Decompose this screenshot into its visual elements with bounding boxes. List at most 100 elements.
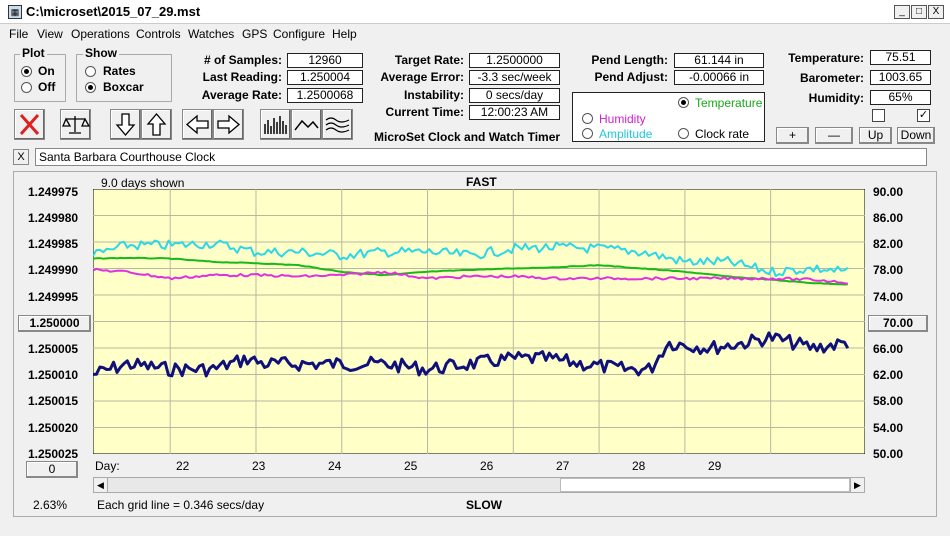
menu-view[interactable]: View [37,27,63,41]
line-view-button[interactable] [291,109,322,140]
amplitude-radio[interactable] [582,128,593,139]
scrollbar-thumb[interactable] [560,478,850,492]
plot-on-radio[interactable] [21,66,32,77]
left-tick-0: 1.249975 [28,185,79,199]
scroll-right-arrow-icon[interactable]: ▶ [850,478,864,492]
show-group-title: Show [83,46,119,60]
pend-length-value: 61.144 in [674,53,764,68]
menu-gps[interactable]: GPS [242,27,268,41]
left-center-button[interactable]: 1.250000 [18,315,91,332]
scroll-left-button[interactable] [182,109,213,140]
humidity-radio[interactable] [582,113,593,124]
histogram-view-button[interactable] [260,109,291,140]
graph-panel [13,171,937,517]
maximize-button[interactable]: □ [911,5,927,19]
env-checkbox-1[interactable] [872,109,885,122]
series-group [93,239,850,378]
grid-note-label: Each grid line = 0.346 secs/day [97,498,265,512]
average-rate-label: Average Rate: [201,88,282,102]
balance-button[interactable] [60,109,91,140]
stop-button[interactable] [14,109,45,140]
multi-wave-view-button[interactable] [322,109,353,140]
left-tick-2: 1.249985 [28,237,79,251]
app-icon: ▦ [8,5,22,19]
close-window-button[interactable]: X [928,5,944,19]
app-caption: MicroSet Clock and Watch Timer [374,130,561,144]
menu-file[interactable]: File [9,27,29,41]
description-input[interactable]: Santa Barbara Courthouse Clock [35,148,927,166]
arrow-right-icon [217,114,241,135]
humidity-value: 65% [870,90,931,105]
show-rates-label: Rates [103,64,136,78]
right-tick-10: 50.00 [873,447,904,461]
scroll-left-arrow-icon[interactable]: ◀ [94,478,108,492]
show-boxcar-label: Boxcar [103,80,144,94]
menu-bar: File View Operations Controls Watches GP… [0,24,950,44]
stop-x-icon [19,113,40,136]
instability-value: 0 secs/day [469,88,560,103]
plus-button[interactable]: + [776,127,809,144]
plot-off-label: Off [38,80,56,94]
day-axis-label: Day: [95,459,120,473]
day-tick-24: 24 [328,459,342,473]
down-button[interactable]: Down [897,127,935,144]
right-tick-0: 90.00 [873,185,904,199]
right-tick-6: 66.00 [873,342,904,356]
left-tick-9: 1.250020 [28,421,79,435]
plot-on-label: On [38,64,55,78]
humidity-option-label: Humidity [599,112,646,126]
menu-help[interactable]: Help [332,27,357,41]
scroll-right-button[interactable] [213,109,244,140]
temperature-label: Temperature: [788,51,864,65]
clock-rate-series [93,331,850,378]
show-rates-radio[interactable] [85,66,96,77]
average-error-value: -3.3 sec/week [469,70,560,85]
barometer-value: 1003.65 [870,70,931,85]
balance-scale-icon [62,116,91,134]
show-boxcar-radio[interactable] [85,82,96,93]
left-tick-7: 1.250010 [28,368,79,382]
plot-group-title: Plot [20,46,47,60]
plot-off-radio[interactable] [21,82,32,93]
scroll-up-button[interactable] [141,109,172,140]
target-rate-label: Target Rate: [394,53,464,67]
target-rate-value[interactable]: 1.2500000 [469,53,560,68]
arrow-up-icon [146,112,167,136]
current-time-label: Current Time: [385,105,464,119]
menu-watches[interactable]: Watches [188,27,235,41]
menu-configure[interactable]: Configure [273,27,326,41]
plot-group [14,54,66,102]
scroll-down-button[interactable] [110,109,141,140]
average-error-label: Average Error: [380,70,464,84]
arrow-down-icon [115,113,136,137]
zero-button[interactable]: 0 [26,461,78,478]
barometer-label: Barometer: [799,71,864,85]
minus-button[interactable]: — [815,127,853,144]
temperature-series [93,256,848,286]
right-tick-9: 54.00 [873,421,904,435]
humidity-series [93,267,848,285]
pend-adjust-value: -0.00066 in [674,70,764,85]
right-center-button[interactable]: 70.00 [868,315,928,332]
minimize-button[interactable]: _ [894,5,910,19]
samples-value: 12960 [287,53,363,68]
day-tick-27: 27 [556,459,570,473]
temperature-radio[interactable] [678,97,689,108]
menu-operations[interactable]: Operations [71,27,130,41]
clock-rate-radio[interactable] [678,128,689,139]
description-close-button[interactable]: X [13,149,29,165]
histogram-icon [264,116,287,134]
right-tick-7: 62.00 [873,368,904,382]
temperature-option-label: Temperature [695,96,763,110]
day-tick-23: 23 [252,459,266,473]
up-button[interactable]: Up [859,127,892,144]
day-tick-28: 28 [632,459,646,473]
left-tick-4: 1.249995 [28,290,79,304]
last-reading-label: Last Reading: [202,70,282,84]
env-checkbox-2[interactable]: ✓ [917,109,930,122]
arrow-left-icon [185,114,209,135]
menu-controls[interactable]: Controls [136,27,181,41]
average-rate-value: 1.2500068 [287,88,363,103]
day-tick-26: 26 [480,459,494,473]
left-tick-10: 1.250025 [28,447,79,461]
